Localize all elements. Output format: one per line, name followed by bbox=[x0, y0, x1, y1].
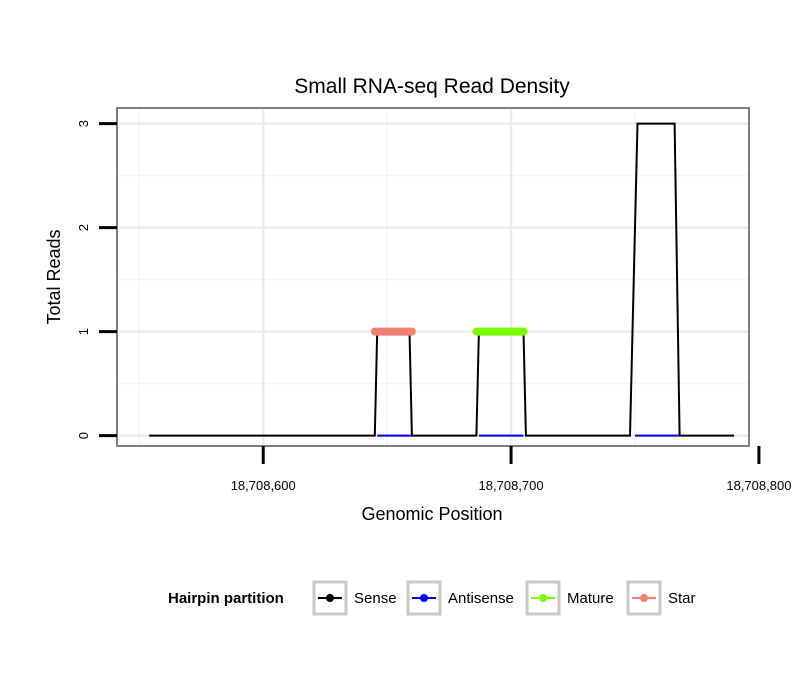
x-tick-label: 18,708,700 bbox=[479, 478, 544, 493]
legend-item-sense: Sense bbox=[312, 580, 397, 616]
legend-item-star: Star bbox=[626, 580, 696, 616]
legend-label: Sense bbox=[354, 590, 397, 607]
x-tick-label: 18,708,800 bbox=[726, 478, 791, 493]
plot-panel bbox=[117, 108, 749, 446]
chart-title: Small RNA-seq Read Density bbox=[294, 75, 570, 98]
y-axis-title: Total Reads bbox=[44, 229, 64, 324]
y-tick-label: 3 bbox=[76, 120, 91, 127]
legend-item-antisense: Antisense bbox=[406, 580, 514, 616]
series-layer bbox=[149, 122, 735, 437]
y-tick-label: 2 bbox=[76, 224, 91, 231]
legend-key-dot bbox=[326, 594, 334, 602]
legend-item-mature: Mature bbox=[525, 580, 614, 616]
legend-title: Hairpin partition bbox=[168, 590, 284, 607]
legend-items: Sense Antisense Mature Star bbox=[312, 580, 696, 616]
legend-label: Star bbox=[668, 590, 696, 607]
legend-label: Antisense bbox=[448, 590, 514, 607]
legend: Hairpin partition Sense Antisense Mature St… bbox=[168, 580, 696, 616]
legend-key-dot bbox=[539, 594, 547, 602]
y-tick-label: 1 bbox=[76, 328, 91, 335]
y-tick-label: 0 bbox=[76, 432, 91, 439]
legend-label: Mature bbox=[567, 590, 614, 607]
axes: 18,708,600 18,708,700 18,708,800 0 1 2 3 bbox=[76, 120, 791, 493]
x-axis-title: Genomic Position bbox=[361, 504, 502, 524]
legend-key-dot bbox=[420, 594, 428, 602]
legend-key-dot bbox=[640, 594, 648, 602]
x-tick-label: 18,708,600 bbox=[231, 478, 296, 493]
plot-panel-border bbox=[116, 107, 750, 447]
